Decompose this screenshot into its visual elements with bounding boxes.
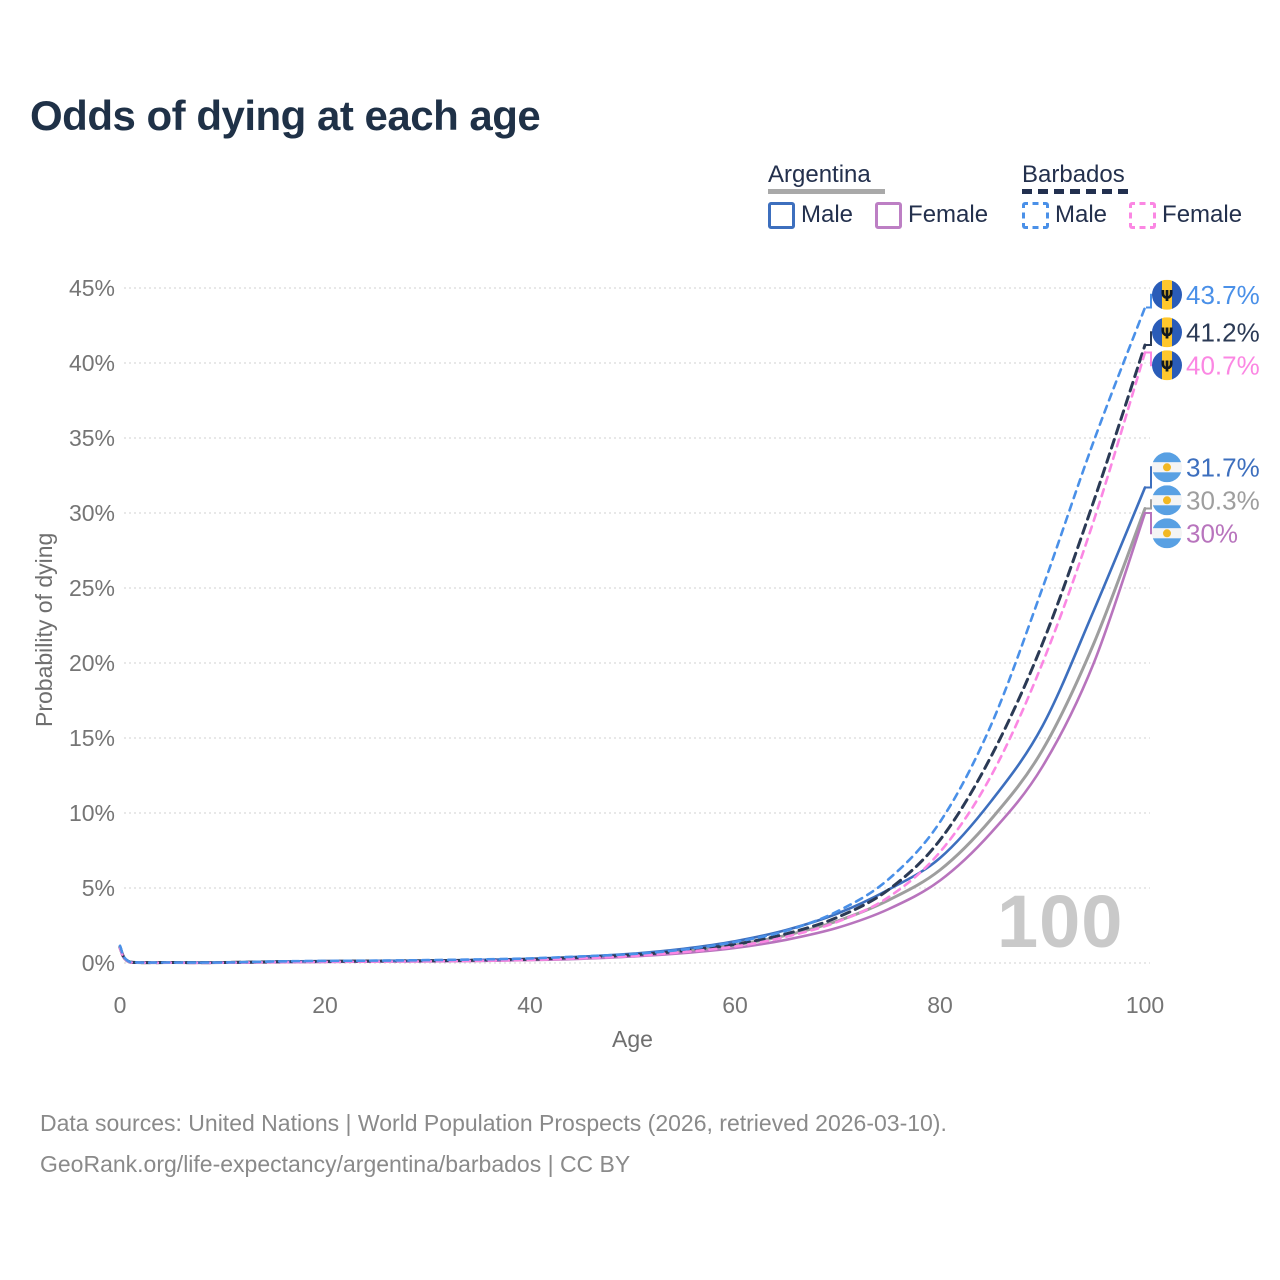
legend-item-barbados-male: Male [1022, 201, 1107, 229]
x-tick-label: 0 [113, 992, 127, 1018]
barbados-male-checkbox[interactable] [1022, 201, 1049, 229]
x-tick-label: 40 [517, 992, 543, 1018]
argentina-flag-icon [1152, 452, 1182, 483]
x-tick-label: 60 [722, 992, 748, 1018]
legend-item-label: Male [1055, 201, 1108, 228]
y-tick-label: 15% [68, 725, 115, 751]
y-tick-label: 40% [68, 350, 115, 376]
y-tick-label: 0% [81, 950, 115, 976]
legend-item-label: Male [801, 201, 854, 228]
svg-text:Ψ: Ψ [1161, 324, 1174, 342]
x-axis-title: Age [612, 1026, 653, 1052]
series-line-barbados-male [118, 306, 1147, 964]
y-tick-label: 35% [68, 425, 115, 451]
end-value-label-barbados-both: 41.2% [1186, 317, 1260, 347]
legend-item-argentina-female: Female [875, 201, 988, 229]
svg-text:Ψ: Ψ [1161, 357, 1174, 375]
end-value-label-barbados-female: 40.7% [1186, 350, 1260, 380]
legend-group-argentina: Argentina Male Female [768, 161, 1010, 229]
y-tick-label: 5% [81, 875, 115, 901]
y-tick-label: 20% [68, 650, 115, 676]
x-tick-label: 80 [927, 992, 953, 1018]
svg-text:Ψ: Ψ [1161, 287, 1174, 305]
end-value-label-argentina-both: 30.3% [1186, 485, 1260, 515]
end-value-label-barbados-male: 43.7% [1186, 280, 1260, 310]
x-tick-label: 20 [312, 992, 338, 1018]
x-tick-label: 100 [1125, 992, 1165, 1018]
legend-country-label-barbados: Barbados [1022, 161, 1125, 188]
legend-line-sample-dashed [1022, 189, 1130, 194]
argentina-flag-icon [1152, 485, 1182, 516]
page-title: Odds of dying at each age [30, 92, 541, 139]
legend-group-barbados: Barbados Male Female [1022, 161, 1264, 229]
data-source-line1: Data sources: United Nations | World Pop… [40, 1110, 947, 1136]
hover-age-indicator: 100 [997, 880, 1124, 963]
plot-area[interactable] [124, 285, 1150, 965]
legend-item-label: Female [1162, 201, 1243, 228]
end-value-label-argentina-male: 31.7% [1186, 452, 1260, 482]
legend-item-label: Female [908, 201, 989, 228]
legend-line-sample-solid [768, 189, 885, 194]
legend-country-label-argentina: Argentina [768, 161, 871, 188]
argentina-female-checkbox[interactable] [875, 201, 903, 229]
argentina-male-checkbox[interactable] [768, 201, 795, 229]
barbados-flag-icon: Ψ [1152, 279, 1182, 310]
y-tick-label: 10% [68, 800, 115, 826]
y-tick-label: 45% [68, 275, 115, 301]
legend-item-barbados-female: Female [1129, 201, 1242, 229]
y-tick-label: 30% [68, 500, 115, 526]
barbados-female-checkbox[interactable] [1129, 201, 1157, 229]
y-axis-title: Probability of dying [31, 532, 57, 728]
barbados-flag-icon: Ψ [1152, 317, 1182, 348]
y-tick-label: 25% [68, 575, 115, 601]
legend-item-argentina-male: Male [768, 201, 853, 229]
end-value-label-argentina-female: 30% [1186, 518, 1238, 548]
argentina-flag-icon [1152, 518, 1182, 549]
barbados-flag-icon: Ψ [1152, 350, 1182, 381]
data-source-line2: GeoRank.org/life-expectancy/argentina/ba… [40, 1151, 631, 1177]
